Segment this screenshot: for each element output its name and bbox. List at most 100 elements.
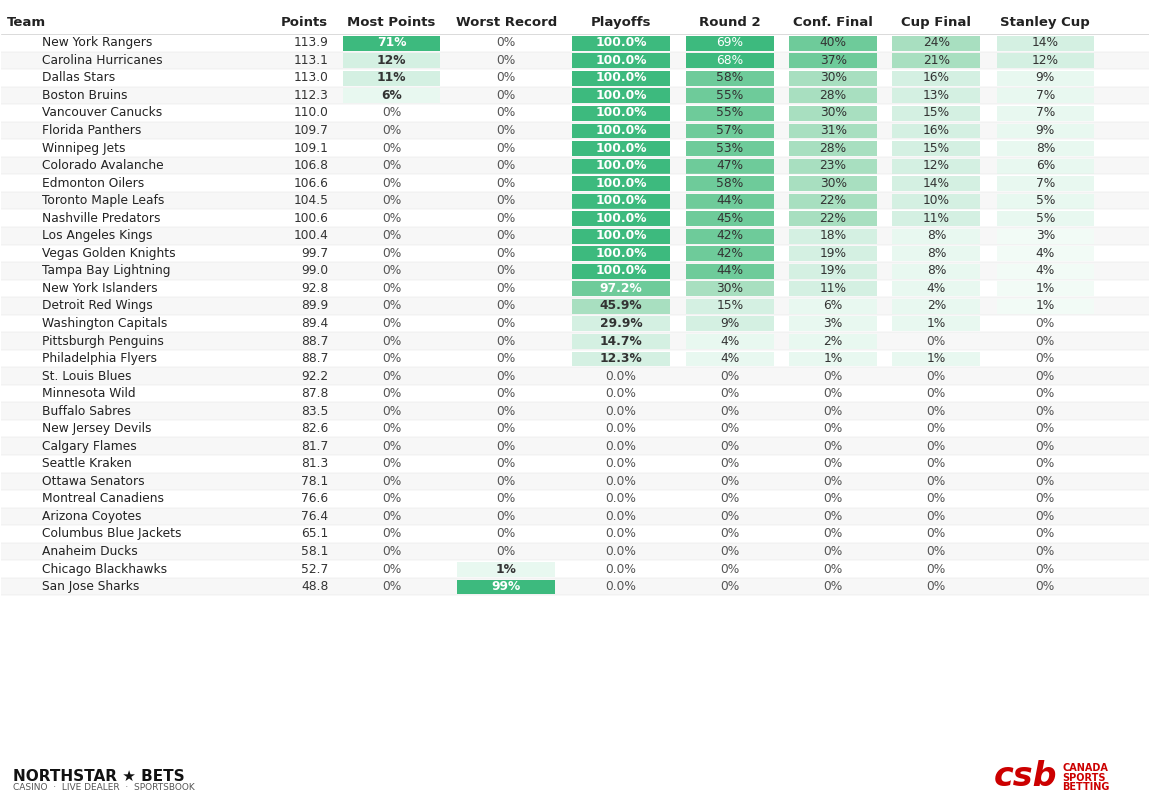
Text: 21%: 21%: [922, 54, 950, 67]
FancyBboxPatch shape: [573, 317, 669, 331]
Text: 11%: 11%: [820, 282, 846, 295]
Text: 1%: 1%: [1036, 299, 1055, 313]
Text: 78.1: 78.1: [301, 475, 329, 488]
FancyBboxPatch shape: [687, 264, 774, 278]
FancyBboxPatch shape: [789, 317, 877, 331]
Text: 0%: 0%: [497, 159, 516, 172]
Text: 0.0%: 0.0%: [605, 475, 636, 488]
Text: 100.0%: 100.0%: [596, 124, 646, 137]
Text: 8%: 8%: [927, 264, 946, 278]
Text: 0%: 0%: [382, 124, 401, 137]
Text: 4%: 4%: [1036, 264, 1055, 278]
Text: 0%: 0%: [497, 177, 516, 190]
Text: 55%: 55%: [716, 106, 744, 119]
Text: 19%: 19%: [820, 264, 846, 278]
Text: 0%: 0%: [497, 89, 516, 102]
FancyBboxPatch shape: [343, 36, 440, 50]
Text: 0%: 0%: [1036, 387, 1055, 400]
Text: 71%: 71%: [377, 36, 406, 50]
FancyBboxPatch shape: [343, 54, 440, 68]
FancyBboxPatch shape: [789, 106, 877, 121]
FancyBboxPatch shape: [1, 157, 1149, 174]
Text: 0%: 0%: [720, 492, 739, 506]
Text: Montreal Canadiens: Montreal Canadiens: [41, 492, 163, 506]
Text: 100.0%: 100.0%: [596, 247, 646, 260]
Text: 6%: 6%: [381, 89, 401, 102]
Text: 31%: 31%: [820, 124, 846, 137]
FancyBboxPatch shape: [1, 34, 1149, 52]
Text: 18%: 18%: [820, 230, 846, 242]
Text: 81.3: 81.3: [301, 458, 329, 470]
Text: 112.3: 112.3: [293, 89, 329, 102]
Text: New Jersey Devils: New Jersey Devils: [41, 422, 151, 435]
Text: 100.4: 100.4: [293, 230, 329, 242]
Text: 0%: 0%: [823, 527, 843, 541]
Text: 0%: 0%: [497, 527, 516, 541]
Text: 28%: 28%: [820, 89, 846, 102]
FancyBboxPatch shape: [892, 317, 980, 331]
FancyBboxPatch shape: [997, 194, 1094, 209]
FancyBboxPatch shape: [1, 280, 1149, 297]
Text: 1%: 1%: [823, 352, 843, 365]
Text: 37%: 37%: [820, 54, 846, 67]
Text: 16%: 16%: [922, 124, 950, 137]
FancyBboxPatch shape: [573, 89, 669, 103]
FancyBboxPatch shape: [1, 542, 1149, 560]
Text: Carolina Hurricanes: Carolina Hurricanes: [41, 54, 162, 67]
Text: 0%: 0%: [382, 440, 401, 453]
Text: 42%: 42%: [716, 247, 743, 260]
Text: 13%: 13%: [922, 89, 950, 102]
FancyBboxPatch shape: [892, 123, 980, 138]
Text: Detroit Red Wings: Detroit Red Wings: [41, 299, 152, 313]
Text: 0%: 0%: [823, 510, 843, 523]
FancyBboxPatch shape: [789, 158, 877, 174]
Text: 7%: 7%: [1036, 89, 1055, 102]
Text: 97.2%: 97.2%: [599, 282, 642, 295]
Text: 0%: 0%: [720, 545, 739, 558]
Text: 0%: 0%: [382, 475, 401, 488]
Text: 1%: 1%: [927, 352, 946, 365]
Text: Tampa Bay Lightning: Tampa Bay Lightning: [41, 264, 170, 278]
FancyBboxPatch shape: [997, 141, 1094, 156]
FancyBboxPatch shape: [573, 282, 669, 296]
Text: 3%: 3%: [1036, 230, 1055, 242]
Text: 12%: 12%: [922, 159, 950, 172]
Text: 100.0%: 100.0%: [596, 106, 646, 119]
Text: 14%: 14%: [922, 177, 950, 190]
Text: 0%: 0%: [1036, 580, 1055, 593]
Text: 42%: 42%: [716, 230, 743, 242]
Text: 14%: 14%: [1032, 36, 1059, 50]
Text: 100.0%: 100.0%: [596, 142, 646, 154]
Text: 0%: 0%: [1036, 527, 1055, 541]
Text: 0%: 0%: [497, 458, 516, 470]
Text: 0%: 0%: [1036, 370, 1055, 382]
Text: 0%: 0%: [1036, 492, 1055, 506]
FancyBboxPatch shape: [892, 54, 980, 68]
Text: 58%: 58%: [716, 71, 744, 85]
Text: 0%: 0%: [1036, 440, 1055, 453]
FancyBboxPatch shape: [789, 36, 877, 50]
Text: 100.0%: 100.0%: [596, 194, 646, 207]
Text: 0%: 0%: [382, 142, 401, 154]
Text: 100.0%: 100.0%: [596, 159, 646, 172]
Text: Seattle Kraken: Seattle Kraken: [41, 458, 131, 470]
Text: 0%: 0%: [720, 440, 739, 453]
Text: 99%: 99%: [491, 580, 521, 593]
Text: 4%: 4%: [720, 334, 739, 347]
FancyBboxPatch shape: [997, 264, 1094, 278]
Text: 10%: 10%: [922, 194, 950, 207]
Text: 7%: 7%: [1036, 106, 1055, 119]
FancyBboxPatch shape: [573, 334, 669, 349]
Text: 113.9: 113.9: [293, 36, 329, 50]
Text: 0%: 0%: [1036, 405, 1055, 418]
Text: 9%: 9%: [1036, 124, 1055, 137]
Text: 9%: 9%: [720, 317, 739, 330]
Text: 22%: 22%: [820, 212, 846, 225]
FancyBboxPatch shape: [789, 334, 877, 349]
Text: 100.6: 100.6: [293, 212, 329, 225]
FancyBboxPatch shape: [573, 299, 669, 314]
Text: 0%: 0%: [497, 422, 516, 435]
Text: 110.0: 110.0: [293, 106, 329, 119]
FancyBboxPatch shape: [997, 71, 1094, 86]
FancyBboxPatch shape: [892, 106, 980, 121]
